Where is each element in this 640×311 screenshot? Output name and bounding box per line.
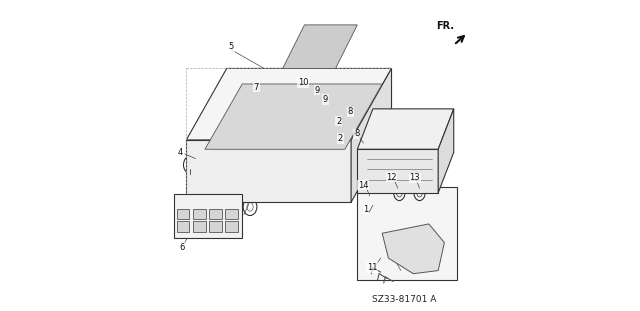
Polygon shape <box>283 25 357 68</box>
Text: 3: 3 <box>236 215 242 224</box>
Bar <box>193 221 205 232</box>
Bar <box>295 183 309 191</box>
Text: 5: 5 <box>228 42 234 51</box>
Bar <box>193 209 205 219</box>
Bar <box>233 156 314 187</box>
Text: 2: 2 <box>337 134 343 143</box>
Text: MODE: MODE <box>208 211 223 217</box>
Polygon shape <box>186 68 392 140</box>
Bar <box>209 209 221 219</box>
Bar <box>177 221 189 232</box>
Text: 10: 10 <box>298 78 308 87</box>
Text: 8: 8 <box>354 129 360 138</box>
Polygon shape <box>382 224 444 274</box>
Text: 6: 6 <box>179 243 184 252</box>
Text: A/C: A/C <box>179 211 188 217</box>
Bar <box>225 209 238 219</box>
Text: 13: 13 <box>410 174 420 182</box>
Text: 2: 2 <box>336 117 341 126</box>
Text: 14: 14 <box>358 181 368 189</box>
Text: 8: 8 <box>348 108 353 116</box>
Text: FR.: FR. <box>436 21 454 31</box>
Bar <box>276 183 291 191</box>
Text: REAR: REAR <box>225 211 238 217</box>
Polygon shape <box>438 109 454 193</box>
Polygon shape <box>357 109 454 149</box>
Text: ECON: ECON <box>193 211 206 217</box>
Text: 9: 9 <box>314 86 319 95</box>
Bar <box>239 183 253 191</box>
Text: 11: 11 <box>367 263 378 272</box>
Text: 9: 9 <box>323 95 328 104</box>
Bar <box>209 221 221 232</box>
Polygon shape <box>205 84 382 149</box>
Text: 7: 7 <box>253 83 259 91</box>
Bar <box>357 187 457 280</box>
Text: 1: 1 <box>364 206 369 214</box>
Polygon shape <box>186 140 351 202</box>
Bar <box>258 183 272 191</box>
Bar <box>225 221 238 232</box>
Text: SZ33-81701 A: SZ33-81701 A <box>372 295 436 304</box>
Polygon shape <box>357 149 438 193</box>
Polygon shape <box>351 68 392 202</box>
Text: 12: 12 <box>387 173 397 182</box>
Text: 4: 4 <box>178 148 183 157</box>
Bar <box>174 194 243 238</box>
Bar <box>177 209 189 219</box>
